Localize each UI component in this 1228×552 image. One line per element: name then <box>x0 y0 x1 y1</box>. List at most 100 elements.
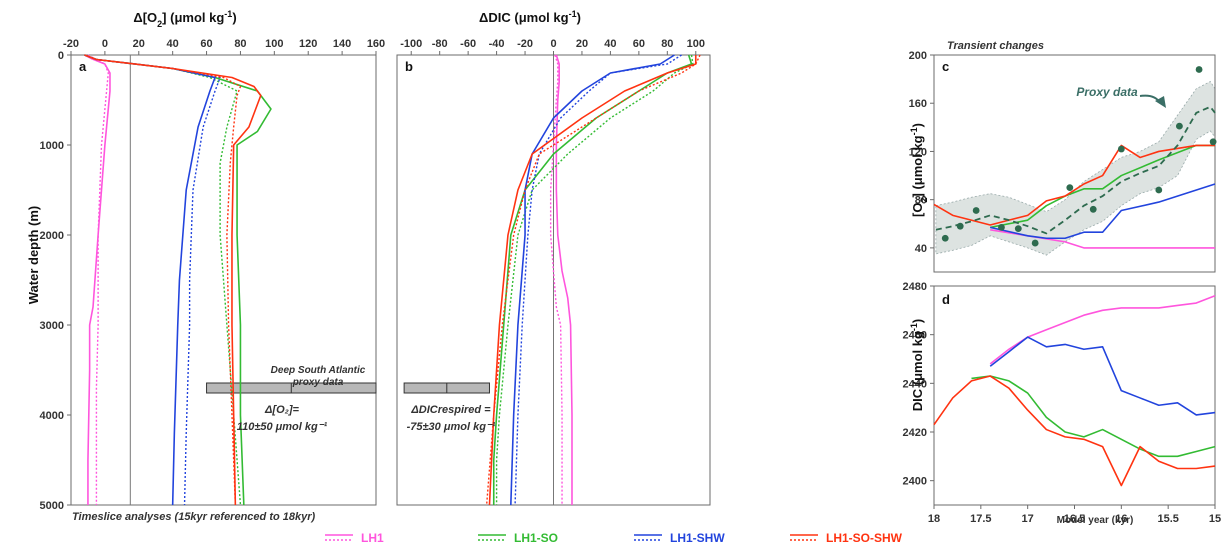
panel-c-proxy-point <box>1031 239 1039 247</box>
panel-c-proxy-arrowhead <box>1155 96 1166 108</box>
legend-label: LH1-SO-SHW <box>826 531 903 545</box>
panel-c-proxy-point <box>998 223 1005 231</box>
panel-a-y-axis-label: Water depth (m) <box>26 206 41 304</box>
panel-c-proxy-point <box>1195 66 1203 73</box>
panel-c-series-LH1-SO-solid <box>990 144 1215 229</box>
panel-c-proxy-trend-line <box>935 105 1216 235</box>
panel-a-series-LH1-dotted <box>87 54 109 505</box>
panel-b-x-tick-label: 80 <box>661 38 673 50</box>
panel-b-x-tick-label: -60 <box>460 38 476 50</box>
panel-a-x-tick-label: 140 <box>333 38 351 50</box>
panel-c-y-tick-label: 40 <box>915 243 927 255</box>
panel-d-letter: d <box>942 292 950 307</box>
panel-d-x-tick-label: 17 <box>1022 513 1034 525</box>
panel-c-proxy-point <box>972 207 980 214</box>
panel-a-y-tick-label: 1000 <box>40 140 64 152</box>
panel-d-y-tick-label: 2440 <box>903 378 927 390</box>
panel-a-x-tick-label: -20 <box>63 38 79 50</box>
panel-c-title: Transient changes <box>947 40 1044 52</box>
panel-a-x-tick-label: 0 <box>102 38 108 50</box>
panel-d-y-tick-label: 2480 <box>903 281 927 293</box>
panel-c-proxy-band <box>935 81 1216 256</box>
panel-a-x-tick-label: 40 <box>167 38 179 50</box>
text-layer: Δ[O2] (μmol kg-1) ΔDIC (μmol kg-1) Water… <box>26 9 1138 526</box>
panel-a-y-tick-label: 2000 <box>40 230 64 242</box>
panel-b-series-LH1-SO-SHW-solid <box>488 55 697 506</box>
panel-a-series-LH1-SHW-solid <box>84 54 216 506</box>
panel-c-proxy-point <box>1155 186 1163 194</box>
panel-c-proxy-point <box>1089 205 1097 213</box>
panel-b-proxy-value-1: ΔDICrespired = <box>410 404 491 416</box>
panel-b-x-tick-label: 0 <box>550 38 556 50</box>
panel-d-y-tick-label: 2400 <box>903 476 927 488</box>
series-layer <box>84 54 1217 506</box>
panel-d-series-LH1-SO-SHW-solid <box>933 375 1216 487</box>
panel-d-x-tick-label: 15 <box>1209 513 1221 525</box>
panel-d-y-tick-label: 2460 <box>903 330 927 342</box>
panel-b-x-tick-label: 100 <box>687 38 705 50</box>
legend: LH1 LH1-SO LH1-SHW LH1-SO-SHW <box>325 531 903 545</box>
footer-note: Timeslice analyses (15kyr referenced to … <box>72 511 316 523</box>
panel-c-proxy-point <box>1066 184 1074 192</box>
panel-a-y-tick-label: 3000 <box>40 320 64 332</box>
panel-a-proxy-value-1: Δ[O₂]= <box>264 404 299 416</box>
axes-layer: a-20 0 20 40 60 80 100 120 140 160010002000300040… <box>40 38 1222 525</box>
proxy-title-line-2: proxy data <box>292 377 344 388</box>
panel-c-proxy-point <box>1176 122 1183 130</box>
panel-a-x-tick-label: 60 <box>200 38 212 50</box>
panel-d-series-LH1-SHW-solid <box>989 336 1216 416</box>
legend-label: LH1 <box>361 531 384 545</box>
panel-c-y-tick-label: 120 <box>909 146 927 158</box>
proxy-band-layer <box>935 81 1216 256</box>
panel-a-y-tick-label: 5000 <box>40 500 64 512</box>
panel-a-letter: a <box>79 59 87 74</box>
panel-a-y-tick-label: 0 <box>58 50 64 62</box>
panel-a-y-tick-label: 4000 <box>40 410 64 422</box>
panel-c-frame <box>933 54 1216 273</box>
panel-b-x-tick-label: 40 <box>604 38 616 50</box>
panel-b-x-axis-label: ΔDIC (μmol kg-1) <box>479 9 581 25</box>
panel-b-series-LH1-solid <box>555 54 573 505</box>
panel-a-series-LH1-SHW-dotted <box>84 54 221 506</box>
panel-c-series-LH1-SO-SHW-solid <box>933 144 1215 226</box>
panel-a-x-axis-label: Δ[O2] (μmol kg-1) <box>133 9 236 29</box>
panel-b-series-LH1-SO-dotted <box>495 54 694 505</box>
panel-d-x-tick-label: 16 <box>1115 513 1127 525</box>
panel-d-x-tick-label: 15.5 <box>1157 513 1178 525</box>
panel-d-series-LH1-SO-solid <box>971 375 1216 458</box>
panel-c-letter: c <box>942 59 949 74</box>
panel-c-proxy-label: Proxy data <box>1076 85 1138 99</box>
panel-a-proxy-value-2: 110±50 μmol kg⁻¹ <box>237 421 328 433</box>
panel-a-x-tick-label: 120 <box>299 38 317 50</box>
panel-b-letter: b <box>405 59 413 74</box>
panel-a-x-tick-label: 80 <box>234 38 246 50</box>
panel-b-x-tick-label: -100 <box>400 38 422 50</box>
panel-a-series-LH1-SO-dotted <box>84 54 242 506</box>
panel-b-x-tick-label: -80 <box>432 38 448 50</box>
panel-c-proxy-point <box>941 234 949 242</box>
panel-c-series-LH1-SHW-solid <box>990 183 1216 240</box>
panel-a-series-LH1-SO-SHW-dotted <box>84 54 242 506</box>
panel-d-x-axis-label: Model year (kyr) <box>1057 515 1134 526</box>
panel-b-series-LH1-SO-solid <box>492 54 693 505</box>
panel-b-x-tick-label: -40 <box>489 38 505 50</box>
panel-a-frame <box>70 54 377 506</box>
panel-b-series-LH1-SHW-solid <box>510 54 675 506</box>
panel-d-y-tick-label: 2420 <box>903 427 927 439</box>
panel-d-y-axis-label: DIC (μmol kg-1) <box>909 319 925 412</box>
panel-b-x-tick-label: 60 <box>633 38 645 50</box>
panel-c-y-axis-label: [O2] (μmol kg-1) <box>909 123 929 217</box>
panel-b-x-tick-label: -20 <box>517 38 533 50</box>
legend-label: LH1-SO <box>514 531 558 545</box>
panel-d-x-tick-label: 18 <box>928 513 940 525</box>
panel-b-series-LH1-SHW-dotted <box>514 54 682 506</box>
panel-a-series-LH1-solid <box>84 54 111 505</box>
panel-c-proxy-point <box>1209 138 1217 146</box>
panel-c-y-tick-label: 160 <box>909 98 927 110</box>
panel-d-x-tick-label: 17.5 <box>970 513 991 525</box>
panel-c-proxy-point <box>1117 145 1125 153</box>
panel-b-x-tick-label: 20 <box>576 38 588 50</box>
panel-b-series-LH1-dotted <box>549 54 563 505</box>
legend-label: LH1-SHW <box>670 531 725 545</box>
